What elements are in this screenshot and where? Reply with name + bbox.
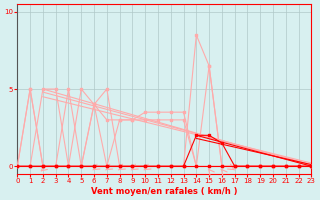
X-axis label: Vent moyen/en rafales ( km/h ): Vent moyen/en rafales ( km/h ): [91, 187, 238, 196]
